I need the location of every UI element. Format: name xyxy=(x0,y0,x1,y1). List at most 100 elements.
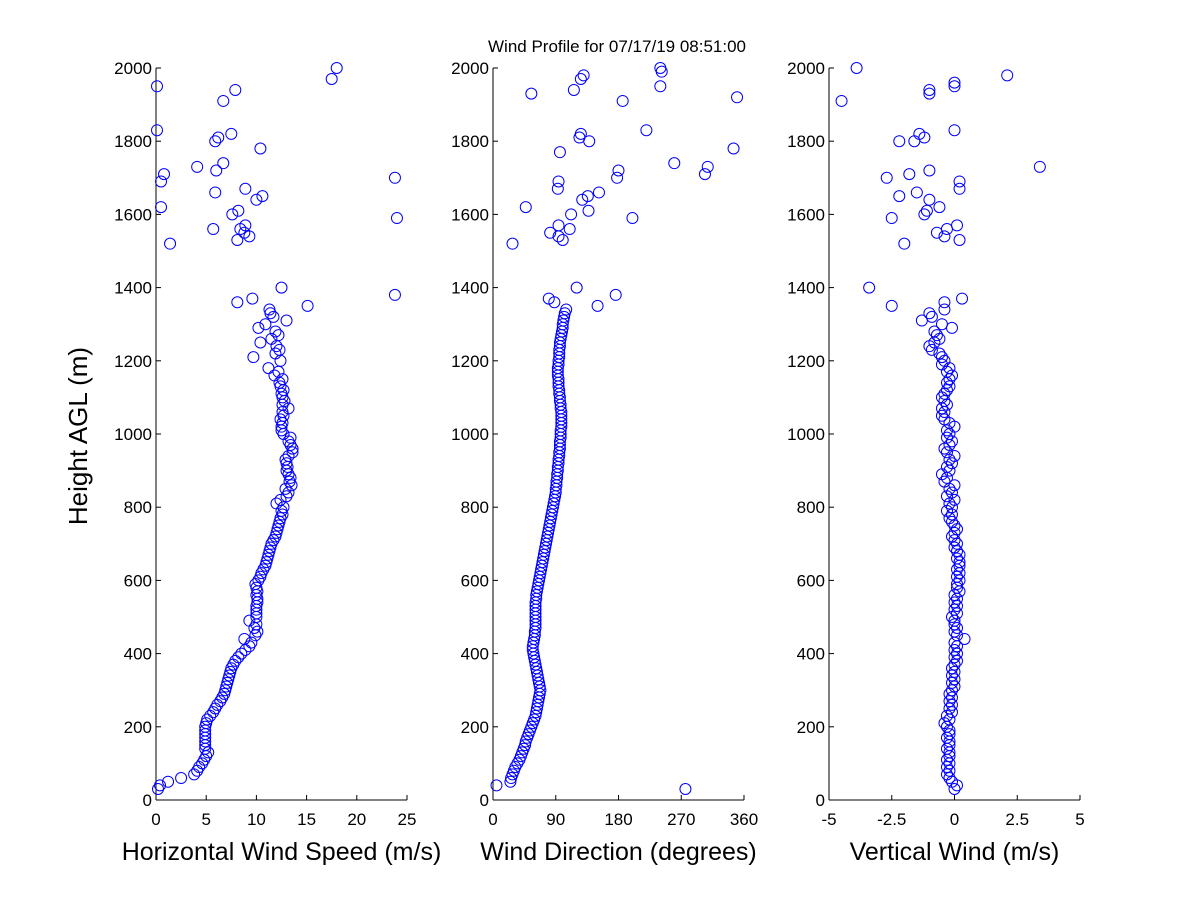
data-point xyxy=(251,625,264,638)
data-point xyxy=(151,124,164,137)
data-point xyxy=(948,783,961,796)
data-point xyxy=(935,409,948,422)
data-point xyxy=(951,607,964,620)
data-point xyxy=(271,523,284,536)
x-tick-label: 15 xyxy=(297,810,316,829)
panel-2: 0 200 400 600 800 1000 1200 1400 1600 1800 2000 0 90… xyxy=(451,59,758,866)
data-point xyxy=(923,193,936,206)
data-point xyxy=(928,325,941,338)
data-point xyxy=(273,343,286,356)
data-point xyxy=(232,651,245,664)
y-tick-label: 1000 xyxy=(787,425,825,444)
data-point xyxy=(250,581,263,594)
data-point xyxy=(940,384,953,397)
x-tick-label: 360 xyxy=(730,810,758,829)
y-tick-label: 2000 xyxy=(787,59,825,78)
data-point xyxy=(945,706,958,719)
data-point xyxy=(654,80,667,93)
data-point xyxy=(925,310,938,323)
data-point xyxy=(948,493,961,506)
data-point xyxy=(280,457,293,470)
data-point xyxy=(609,288,622,301)
y-tick-label: 600 xyxy=(797,571,825,590)
panel-3: 0 200 400 600 800 1000 1200 1400 1600 1800 2000 -5 -… xyxy=(787,59,1085,866)
data-point xyxy=(951,592,964,605)
x-tick-label: 10 xyxy=(247,810,266,829)
x-tick-label: 90 xyxy=(546,810,565,829)
data-point xyxy=(948,603,961,616)
data-point xyxy=(835,94,848,107)
data-point xyxy=(231,296,244,309)
data-point xyxy=(238,632,251,645)
data-point xyxy=(249,578,262,591)
data-point xyxy=(525,87,538,100)
data-point xyxy=(226,208,239,221)
data-point xyxy=(162,775,175,788)
data-point xyxy=(948,643,961,656)
y-axis-label: Height AGL (m) xyxy=(63,347,93,525)
data-point xyxy=(948,673,961,686)
data-point xyxy=(155,201,168,214)
x-tick-label: 20 xyxy=(347,810,366,829)
data-point xyxy=(388,288,401,301)
data-point xyxy=(221,676,234,689)
data-point xyxy=(504,775,517,788)
y-tick-label: 800 xyxy=(124,498,152,517)
data-point xyxy=(880,171,893,184)
data-point xyxy=(217,94,230,107)
data-point xyxy=(264,541,277,554)
data-point xyxy=(591,299,604,312)
data-point xyxy=(268,369,281,382)
y-tick-label: 1800 xyxy=(787,132,825,151)
data-point xyxy=(558,310,571,323)
data-point xyxy=(945,698,958,711)
data-point xyxy=(279,482,292,495)
y-tick-label: 1600 xyxy=(787,205,825,224)
data-point xyxy=(951,537,964,550)
data-point xyxy=(956,292,969,305)
data-point xyxy=(267,310,280,323)
data-point xyxy=(264,307,277,320)
data-point xyxy=(390,212,403,225)
data-point xyxy=(943,512,956,525)
data-point xyxy=(274,354,287,367)
data-point xyxy=(279,453,292,466)
data-point xyxy=(1033,160,1046,173)
data-point xyxy=(951,621,964,634)
data-point xyxy=(923,83,936,96)
y-tick-label: 200 xyxy=(124,718,152,737)
data-point xyxy=(217,157,230,170)
data-point xyxy=(212,131,225,144)
data-point xyxy=(151,80,164,93)
data-point xyxy=(284,431,297,444)
x-tick-label: 5 xyxy=(1075,810,1084,829)
data-point xyxy=(612,164,625,177)
data-point xyxy=(923,307,936,320)
x-tick-label: -5 xyxy=(821,810,836,829)
data-point xyxy=(269,325,282,338)
data-point xyxy=(565,208,578,221)
data-point xyxy=(885,212,898,225)
data-point xyxy=(577,69,590,82)
data-point xyxy=(490,779,503,792)
data-point xyxy=(920,204,933,217)
data-point xyxy=(908,135,921,148)
data-point xyxy=(270,526,283,539)
data-point xyxy=(938,475,951,488)
data-point xyxy=(225,127,238,140)
y-tick-label: 1400 xyxy=(114,279,152,298)
data-point xyxy=(948,541,961,554)
x-tick-label: 0 xyxy=(950,810,959,829)
data-point xyxy=(925,343,938,356)
data-point xyxy=(679,783,692,796)
x-tick-label: 25 xyxy=(398,810,417,829)
data-point xyxy=(923,87,936,100)
data-point xyxy=(611,171,624,184)
data-point xyxy=(951,219,964,232)
data-point xyxy=(239,219,252,232)
data-point xyxy=(945,676,958,689)
data-point xyxy=(282,486,295,499)
data-point xyxy=(286,446,299,459)
y-tick-label: 600 xyxy=(124,571,152,590)
data-point xyxy=(388,171,401,184)
